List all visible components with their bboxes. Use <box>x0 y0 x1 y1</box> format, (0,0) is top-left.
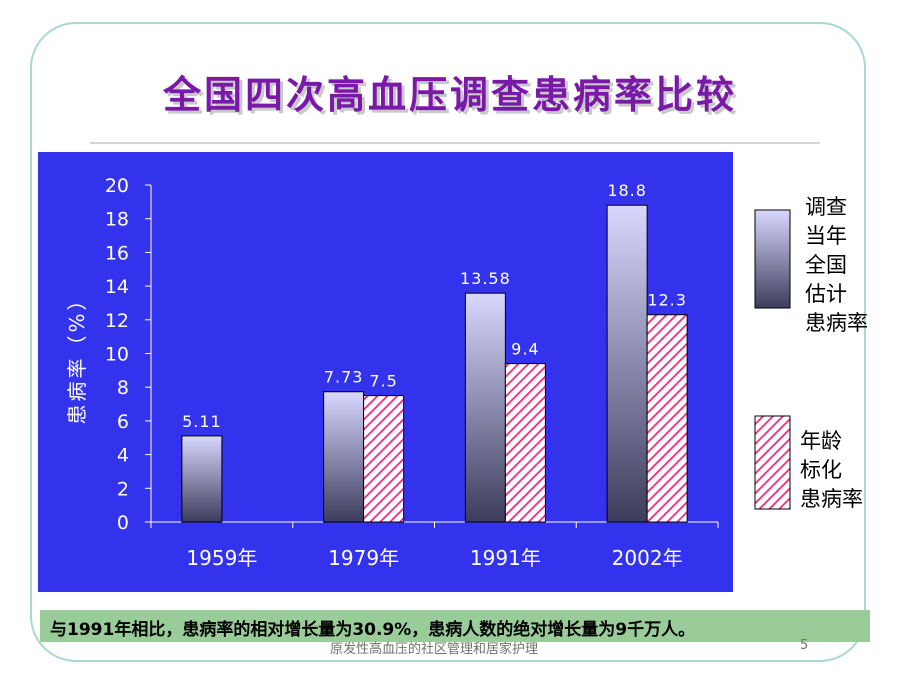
bar-data-label: 7.5 <box>369 372 397 391</box>
bar-series-1 <box>323 391 365 523</box>
title-divider <box>90 142 820 144</box>
legend-swatch-series-1 <box>754 209 791 309</box>
y-tick-label: 10 <box>105 344 129 366</box>
y-tick-label: 12 <box>105 310 129 332</box>
bar-data-label: 13.58 <box>460 269 511 288</box>
y-tick-label: 8 <box>117 377 129 399</box>
bar-data-label: 5.11 <box>182 412 222 431</box>
legend-swatch-series-2 <box>754 415 791 510</box>
bar-data-label: 9.4 <box>511 340 539 359</box>
y-tick-label: 20 <box>105 175 129 197</box>
y-tick-label: 4 <box>117 445 129 467</box>
slide-frame <box>30 22 866 662</box>
slide-title: 全国四次高血压调查患病率比较 <box>162 72 737 117</box>
y-tick-label: 14 <box>105 276 129 298</box>
bar-series-2 <box>646 314 688 523</box>
y-tick-label: 0 <box>117 512 129 534</box>
bar-series-2 <box>363 395 405 523</box>
slide-footer: 原发性高血压的社区管理和居家护理 <box>330 642 539 657</box>
y-tick-label: 6 <box>117 411 129 433</box>
x-tick-label: 1959年 <box>186 546 257 570</box>
legend-label-series-1: 调查 当年 全国 估计 患病率 <box>805 195 868 335</box>
y-tick-label: 16 <box>105 242 129 264</box>
bar-data-label: 12.3 <box>647 291 687 310</box>
x-tick-label: 2002年 <box>612 546 683 570</box>
bar-series-2 <box>504 363 546 523</box>
y-axis-title: 患病率（%） <box>65 287 89 424</box>
y-tick-label: 18 <box>105 209 129 231</box>
bar-series-1 <box>606 204 648 523</box>
x-tick-label: 1979年 <box>328 546 399 570</box>
page-number: 5 <box>800 638 809 653</box>
x-tick-label: 1991年 <box>470 546 541 570</box>
bar-data-label: 7.73 <box>324 368 364 387</box>
bar-data-label: 18.8 <box>607 181 647 200</box>
bar-series-1 <box>181 435 223 523</box>
legend-label-series-2: 年龄 标化 患病率 <box>800 429 863 511</box>
y-tick-label: 2 <box>117 478 129 500</box>
summary-note: 与1991年相比，患病率的相对增长量为30.9%，患病人数的绝对增长量为9千万人… <box>40 610 870 642</box>
bar-series-1 <box>464 292 506 523</box>
